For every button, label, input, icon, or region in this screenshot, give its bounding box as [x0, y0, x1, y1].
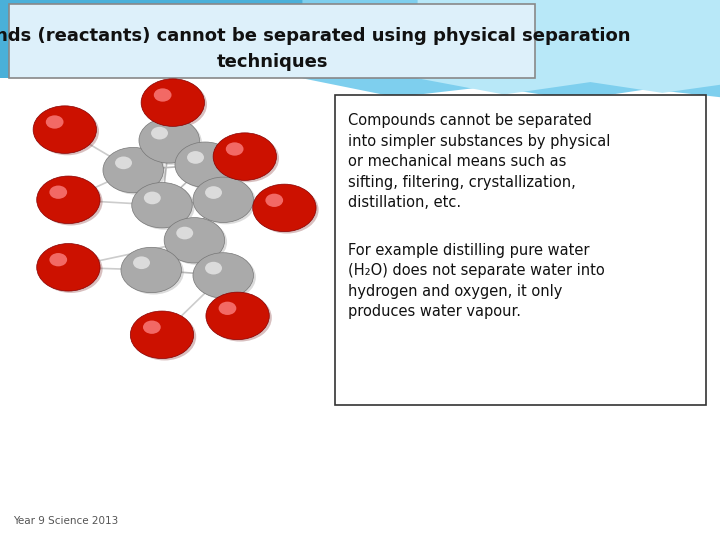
Circle shape: [253, 184, 316, 232]
FancyBboxPatch shape: [0, 0, 720, 78]
Circle shape: [195, 254, 256, 300]
Circle shape: [151, 127, 168, 139]
Text: Compounds cannot be separated
into simpler substances by physical
or mechanical : Compounds cannot be separated into simpl…: [348, 113, 610, 210]
Circle shape: [206, 292, 269, 340]
Circle shape: [195, 179, 256, 224]
Circle shape: [166, 219, 227, 265]
FancyBboxPatch shape: [9, 4, 535, 78]
Circle shape: [193, 253, 253, 298]
Text: For example distilling pure water
(H₂O) does not separate water into
hydrogen an: For example distilling pure water (H₂O) …: [348, 243, 605, 319]
Circle shape: [103, 147, 163, 193]
Circle shape: [141, 119, 202, 165]
Circle shape: [219, 302, 236, 315]
Circle shape: [115, 157, 132, 169]
Circle shape: [37, 176, 100, 224]
Circle shape: [133, 256, 150, 269]
Circle shape: [175, 142, 235, 187]
Text: Compounds (reactants) cannot be separated using physical separation: Compounds (reactants) cannot be separate…: [0, 26, 631, 45]
FancyBboxPatch shape: [335, 94, 706, 405]
Polygon shape: [302, 0, 720, 100]
Circle shape: [130, 311, 194, 359]
Circle shape: [134, 184, 194, 230]
Circle shape: [40, 178, 103, 226]
Circle shape: [50, 186, 67, 199]
Circle shape: [144, 81, 207, 129]
Circle shape: [105, 149, 166, 194]
Circle shape: [154, 89, 171, 102]
Circle shape: [193, 177, 253, 222]
Circle shape: [36, 108, 99, 156]
Circle shape: [216, 135, 279, 183]
Circle shape: [143, 321, 161, 334]
Circle shape: [132, 183, 192, 228]
Circle shape: [123, 249, 184, 294]
Circle shape: [266, 194, 283, 207]
Circle shape: [164, 218, 225, 263]
Circle shape: [50, 253, 67, 266]
Circle shape: [176, 227, 193, 239]
Circle shape: [187, 151, 204, 164]
Text: techniques: techniques: [217, 52, 328, 71]
Circle shape: [40, 246, 103, 293]
Circle shape: [144, 192, 161, 204]
Circle shape: [256, 186, 319, 234]
Circle shape: [37, 244, 100, 291]
Circle shape: [133, 313, 197, 361]
Circle shape: [33, 106, 96, 153]
Circle shape: [121, 247, 181, 293]
Circle shape: [46, 116, 63, 129]
Circle shape: [213, 133, 276, 180]
Polygon shape: [418, 0, 720, 94]
Circle shape: [141, 79, 204, 126]
Text: Year 9 Science 2013: Year 9 Science 2013: [13, 516, 118, 526]
Circle shape: [205, 186, 222, 199]
Circle shape: [209, 294, 272, 342]
Circle shape: [139, 118, 199, 163]
Circle shape: [205, 262, 222, 274]
Circle shape: [177, 144, 238, 189]
Circle shape: [226, 143, 243, 156]
